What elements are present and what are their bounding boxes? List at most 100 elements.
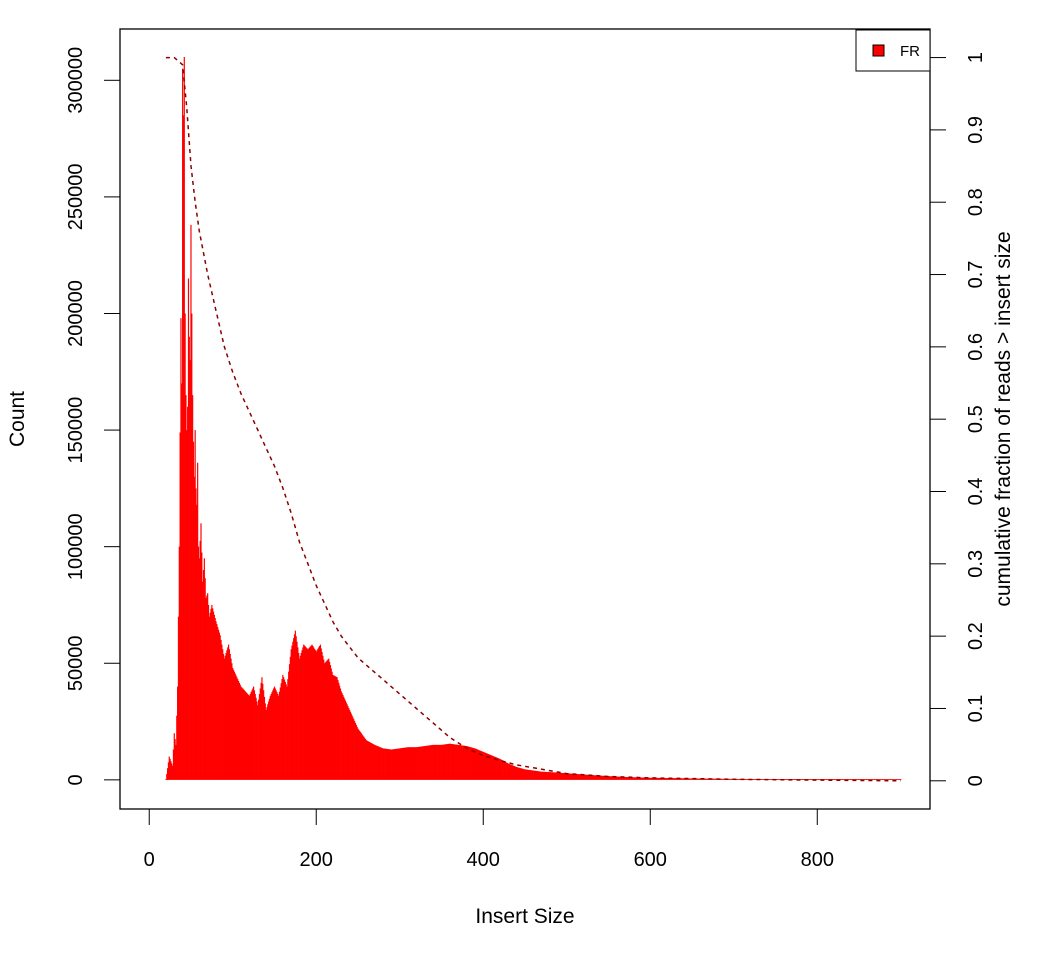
histogram-bar bbox=[754, 779, 756, 780]
histogram-bar bbox=[570, 773, 572, 780]
histogram-bar bbox=[297, 647, 299, 780]
histogram-bar bbox=[331, 671, 333, 780]
legend-swatch bbox=[872, 44, 885, 57]
histogram-bar bbox=[357, 728, 359, 780]
histogram-bar bbox=[661, 777, 663, 780]
histogram-bar bbox=[612, 776, 614, 780]
histogram-bar bbox=[566, 773, 569, 780]
histogram-bar bbox=[861, 779, 863, 780]
histogram-bar bbox=[521, 768, 524, 780]
histogram-bar bbox=[381, 748, 383, 780]
histogram-bar bbox=[834, 779, 836, 780]
histogram-bar bbox=[479, 750, 481, 780]
histogram-bar bbox=[166, 774, 168, 780]
histogram-bar bbox=[401, 748, 403, 780]
histogram-bar bbox=[562, 773, 565, 780]
histogram-bar bbox=[645, 777, 647, 780]
histogram-bar bbox=[654, 777, 656, 780]
histogram-bar bbox=[370, 743, 372, 780]
histogram-bar bbox=[374, 745, 377, 780]
histogram-bar bbox=[275, 690, 277, 780]
histogram-bar bbox=[574, 773, 576, 780]
histogram-bar bbox=[521, 768, 523, 780]
histogram-bar bbox=[637, 777, 639, 780]
histogram-bar bbox=[170, 761, 172, 780]
histogram-bar bbox=[517, 767, 519, 780]
histogram-bar bbox=[168, 756, 170, 780]
histogram-bar bbox=[672, 778, 674, 780]
histogram-bar bbox=[556, 772, 559, 780]
histogram-bar bbox=[380, 747, 382, 780]
histogram-bar bbox=[592, 775, 594, 780]
histogram-bar bbox=[853, 779, 855, 780]
histogram-bar bbox=[340, 691, 342, 780]
histogram-bar bbox=[590, 775, 592, 780]
histogram-bar bbox=[203, 558, 205, 780]
histogram-bar bbox=[404, 747, 406, 780]
histogram-bar bbox=[752, 779, 754, 780]
histogram-bar bbox=[664, 778, 666, 780]
histogram-bar bbox=[581, 774, 583, 780]
histogram-bar bbox=[816, 779, 818, 780]
histogram-bar bbox=[392, 749, 394, 780]
histogram-bar bbox=[533, 770, 535, 780]
histogram-bar bbox=[520, 768, 522, 780]
histogram-bar bbox=[328, 658, 330, 780]
histogram-bar bbox=[525, 769, 527, 780]
histogram-bar bbox=[339, 685, 341, 780]
histogram-bar bbox=[484, 752, 486, 780]
histogram-bar bbox=[169, 758, 171, 780]
histogram-bar bbox=[495, 757, 497, 780]
y-right-tick-label: 0.1 bbox=[965, 695, 987, 723]
histogram-bar bbox=[248, 694, 250, 780]
histogram-bar bbox=[845, 779, 847, 780]
histogram-bar bbox=[208, 616, 210, 780]
histogram-bar bbox=[399, 748, 402, 780]
histogram-bar bbox=[553, 772, 555, 780]
histogram-bar bbox=[287, 679, 289, 780]
histogram-bar bbox=[217, 626, 219, 780]
histogram-bar bbox=[593, 775, 595, 780]
histogram-bar bbox=[836, 779, 838, 780]
histogram-bar bbox=[886, 779, 889, 780]
histogram-bar bbox=[304, 646, 306, 780]
histogram-bar bbox=[615, 776, 617, 780]
histogram-bar bbox=[201, 552, 203, 780]
histogram-bar bbox=[856, 779, 858, 780]
histogram-bar bbox=[688, 778, 691, 780]
histogram-bar bbox=[631, 777, 633, 780]
histogram-bar bbox=[736, 778, 738, 780]
histogram-bar bbox=[703, 778, 706, 780]
histogram-bar bbox=[491, 755, 493, 780]
histogram-bar bbox=[647, 777, 649, 780]
histogram-bar bbox=[696, 778, 698, 780]
histogram-bar bbox=[632, 777, 635, 780]
histogram-bar bbox=[421, 746, 423, 780]
histogram-bar bbox=[412, 747, 414, 780]
histogram-bar bbox=[279, 687, 281, 780]
histogram-bar bbox=[323, 663, 326, 780]
x-tick-label: 800 bbox=[801, 849, 834, 871]
histogram-bar bbox=[817, 779, 819, 780]
histogram-bar bbox=[880, 779, 883, 780]
histogram-bar bbox=[875, 779, 877, 780]
histogram-bar bbox=[843, 779, 845, 780]
histogram-bar bbox=[415, 747, 418, 780]
histogram-bar bbox=[881, 779, 883, 780]
histogram-bar bbox=[451, 744, 453, 780]
histogram-bar bbox=[188, 336, 190, 780]
histogram-bar bbox=[841, 779, 843, 780]
histogram-bar bbox=[786, 779, 788, 780]
histogram-bar bbox=[407, 747, 409, 780]
histogram-bar bbox=[473, 748, 475, 780]
y-right-tick-label: 0.7 bbox=[965, 261, 987, 289]
histogram-bar bbox=[478, 750, 480, 780]
histogram-bar bbox=[582, 774, 584, 780]
histogram-bar bbox=[247, 694, 249, 780]
histogram-bar bbox=[508, 763, 510, 780]
histogram-bar bbox=[387, 749, 389, 780]
histogram-bar bbox=[423, 746, 425, 780]
histogram-bar bbox=[289, 656, 291, 780]
histogram-bar bbox=[349, 711, 352, 780]
histogram-bar bbox=[436, 744, 438, 780]
